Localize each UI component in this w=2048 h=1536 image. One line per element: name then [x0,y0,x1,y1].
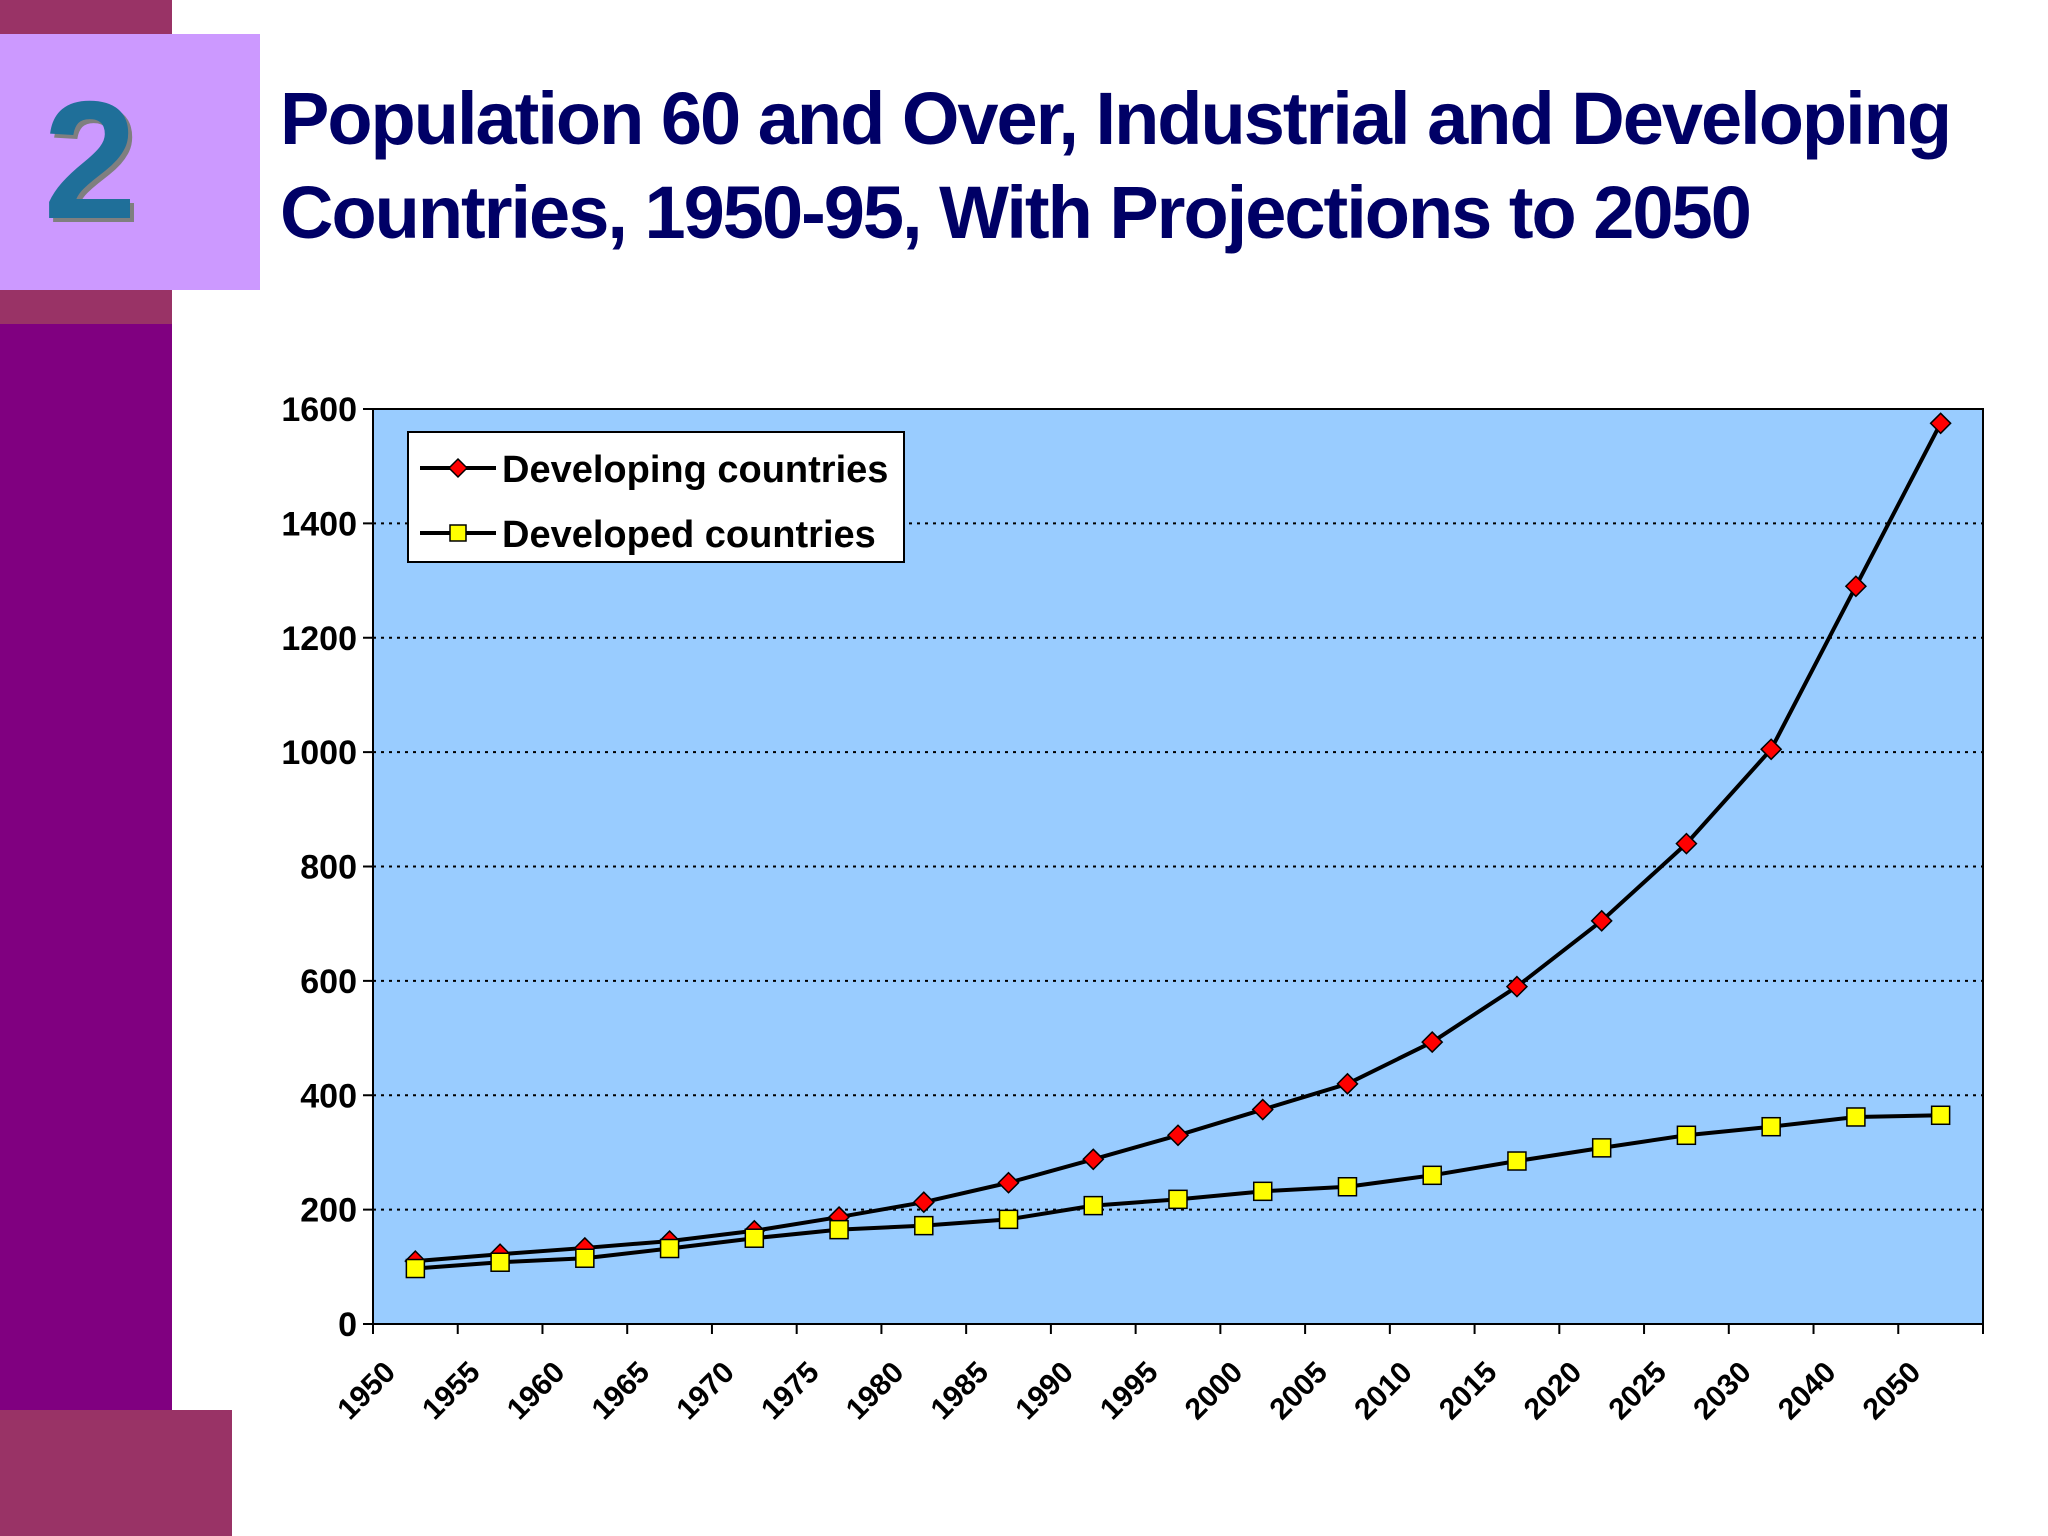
x-tick-label: 1975 [755,1356,826,1427]
data-point-developed [1422,1165,1442,1186]
y-tick-label: 200 [300,1192,357,1230]
data-point-developed [405,1258,426,1279]
data-point-developing [1675,832,1698,855]
y-tick-label: 1000 [281,734,357,772]
x-tick-label: 2005 [1264,1356,1335,1427]
x-tick-label: 2000 [1179,1356,1250,1427]
data-point-developing [1844,575,1867,598]
x-tick-label: 2015 [1433,1356,1504,1427]
data-point-developing [1760,738,1783,761]
data-point-developing [1251,1098,1274,1121]
data-point-developed [1591,1138,1612,1158]
y-tick-label: 1200 [281,620,357,658]
y-axis-ticks: 0 200 400 600 800 1000 1200 1400 1600 [281,391,373,1344]
x-tick-label: 2050 [1857,1356,1928,1427]
y-tick-label: 1400 [281,505,357,543]
x-tick-label: 2020 [1518,1356,1589,1427]
data-point-developing [1082,1148,1105,1171]
data-point-developed [1083,1195,1104,1216]
data-point-developed [744,1228,765,1248]
y-tick-label: 0 [338,1306,357,1344]
sidebar-bottom-accent [0,1410,232,1536]
slide-number: 2 [43,66,137,254]
slide-title-line-2: Countries, 1950-95, With Projections to … [280,171,1752,254]
y-tick-label: 800 [300,849,357,887]
y-tick-label: 600 [300,963,357,1001]
series-layer [404,412,1952,1279]
data-point-developed [914,1215,934,1236]
x-tick-label: 1950 [331,1356,402,1427]
data-point-developing [1336,1072,1359,1095]
data-point-developed [1507,1151,1527,1171]
x-tick-label: 1990 [1009,1356,1080,1427]
slide-title: Population 60 and Over, Industrial and D… [280,72,2020,260]
data-point-developing [1505,975,1529,998]
legend-label-developed: Developed countries [502,514,876,556]
x-tick-label: 1955 [416,1356,487,1427]
sidebar-top-accent [0,0,172,34]
slide-number-box [0,34,260,290]
data-point-developed [1846,1107,1866,1127]
x-tick-label: 2025 [1602,1356,1673,1427]
y-tick-label: 400 [300,1077,357,1115]
data-point-developed [1337,1177,1358,1197]
legend-box [407,431,905,563]
data-point-developed [659,1238,680,1259]
data-point-developed [490,1252,510,1272]
data-point-developed [998,1209,1019,1230]
data-point-developing [1166,1124,1190,1147]
x-tick-label: 1985 [925,1356,996,1427]
data-point-developed [1676,1125,1697,1146]
data-point-developing [1421,1031,1444,1054]
x-tick-label: 1965 [586,1356,657,1427]
data-point-developed [1761,1116,1781,1137]
x-tick-label: 1970 [670,1356,741,1427]
legend-marker-developed [449,524,467,542]
legend-label-developing: Developing countries [502,449,888,491]
data-point-developing [1590,909,1613,932]
data-point-developed [1252,1181,1273,1202]
data-point-developed [1168,1189,1188,1210]
x-tick-label: 2040 [1772,1356,1843,1427]
data-point-developing [997,1171,1020,1194]
sidebar-mid-accent [0,290,172,324]
y-tick-label: 1600 [281,391,357,429]
x-tick-label: 1980 [840,1356,911,1427]
data-point-developed [575,1248,595,1268]
data-point-developed [1930,1105,1951,1126]
data-point-developed [829,1219,849,1240]
x-tick-label: 2010 [1348,1356,1419,1427]
slide-title-line-1: Population 60 and Over, Industrial and D… [280,77,1952,160]
x-tick-label: 2030 [1687,1356,1758,1427]
data-point-developing [1929,412,1952,435]
legend-marker-developing [447,457,469,479]
x-tick-label: 1960 [501,1356,572,1427]
data-point-developing [912,1191,935,1214]
legend: Developing countries Developed countries [407,431,905,563]
x-axis-ticks: 1950 1955 1960 1965 1970 1975 1980 1985 1990 1995… [331,1324,1984,1427]
x-tick-label: 1995 [1094,1356,1165,1427]
